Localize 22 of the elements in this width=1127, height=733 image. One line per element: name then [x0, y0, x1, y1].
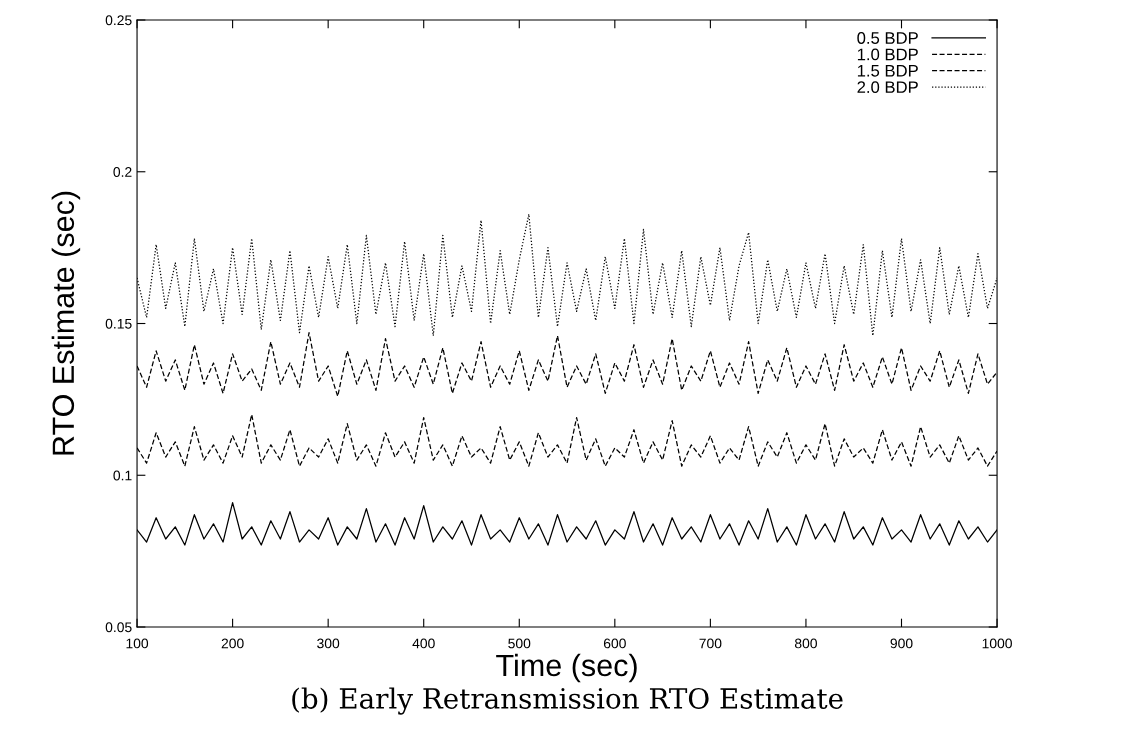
x-tick-label: 600 — [603, 638, 626, 649]
x-axis-title: Time (sec) — [496, 653, 637, 683]
y-tick-label: 0.2 — [113, 167, 132, 177]
y-tick-label: 0.25 — [105, 15, 132, 26]
text: (b) Early Retransmission RTO Estimate — [292, 687, 843, 715]
x-tick-label: 200 — [221, 638, 244, 649]
x-tick-label: 800 — [794, 638, 817, 649]
x-tick-label: 700 — [699, 638, 722, 649]
y-tick-label: 0.05 — [105, 622, 132, 633]
x-tick-label: 500 — [508, 638, 531, 649]
x-tick-label: 400 — [412, 638, 435, 649]
y-axis-title: RTO Estimate (sec) — [51, 191, 81, 455]
x-tick-label: 1000 — [982, 638, 1012, 649]
x-tick-label: 100 — [126, 638, 149, 649]
legend-label: 0.5 BDP — [857, 32, 918, 44]
legend-label: 1.0 BDP — [857, 48, 918, 61]
y-tick-label: 0.15 — [105, 318, 132, 329]
x-tick-label: 300 — [317, 638, 340, 649]
legend-label: 2.0 BDP — [857, 81, 918, 94]
legend-label: 1.5 BDP — [857, 65, 918, 77]
y-tick-label: 0.1 — [113, 470, 132, 481]
x-tick-label: 900 — [890, 638, 913, 649]
